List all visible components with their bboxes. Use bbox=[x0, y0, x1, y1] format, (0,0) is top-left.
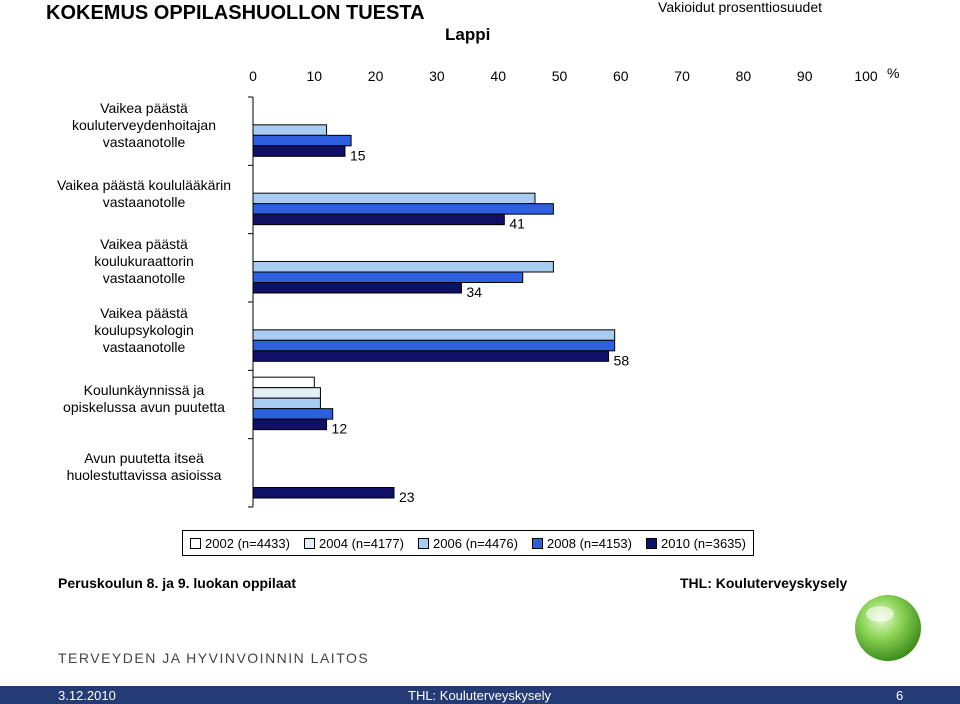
data-label: 41 bbox=[509, 216, 525, 232]
bar bbox=[252, 329, 616, 341]
bar bbox=[252, 282, 462, 294]
x-tick-label: 80 bbox=[736, 68, 752, 84]
x-tick-label: 0 bbox=[249, 68, 257, 84]
category-label: Vaikea päästä koulukuraattorin vastaanotol… bbox=[40, 236, 248, 287]
bar bbox=[252, 397, 321, 410]
bar bbox=[252, 487, 395, 499]
category-label: Vaikea päästä koululääkärin vastaanotolle bbox=[40, 177, 248, 211]
standardization-note: Vakioidut prosenttiosuudet bbox=[658, 0, 822, 15]
legend-swatch bbox=[532, 537, 544, 549]
category-label-line: opiskelussa avun puutetta bbox=[63, 398, 225, 415]
data-label: 23 bbox=[399, 489, 415, 505]
category-label-line: Vaikea päästä bbox=[100, 236, 188, 253]
bar bbox=[252, 213, 505, 226]
category-label-line: koulukuraattorin bbox=[94, 253, 194, 270]
category-label-line: kouluterveydenhoitajan bbox=[72, 116, 216, 133]
legend-label: 2006 (n=4476) bbox=[433, 535, 518, 551]
category-label-line: huolestuttavissa asioissa bbox=[66, 466, 222, 483]
region-subtitle: Lappi bbox=[445, 25, 491, 44]
slide-footer-bar: 3.12.2010 THL: Kouluterveyskysely 6 bbox=[0, 686, 960, 704]
slide-page-number: 6 bbox=[896, 688, 904, 703]
bar-chart: 0 10 20 30 40 50 60 70 80 90 100 % 15 41 34 58 12 23 bbox=[248, 65, 899, 508]
legend-swatch bbox=[418, 537, 430, 549]
category-label-line: vastaanotolle bbox=[102, 193, 186, 210]
slide-source: THL: Kouluterveyskysely bbox=[408, 688, 552, 703]
slide-date: 3.12.2010 bbox=[58, 688, 116, 703]
bar bbox=[252, 203, 554, 215]
x-tick-label: 60 bbox=[613, 68, 629, 84]
x-tick-label: 30 bbox=[429, 68, 445, 84]
legend-item: 2004 (n=4177) bbox=[304, 536, 404, 551]
data-label: 58 bbox=[614, 352, 630, 368]
legend-item: 2006 (n=4476) bbox=[418, 536, 518, 551]
bar bbox=[252, 124, 328, 136]
organization-name: TERVEYDEN JA HYVINVOINNIN LAITOS bbox=[58, 650, 370, 666]
bar bbox=[252, 408, 334, 420]
source-label: THL: Kouluterveyskysely bbox=[680, 575, 848, 591]
category-label-line: Vaikea päästä koululääkärin bbox=[56, 176, 232, 193]
category-label-line: vastaanotolle bbox=[102, 338, 186, 355]
legend-swatch bbox=[304, 537, 316, 549]
legend-label: 2008 (n=4153) bbox=[547, 535, 632, 551]
data-label: 15 bbox=[350, 147, 366, 163]
category-label: Avun puutetta itseä huolestuttavissa asio… bbox=[40, 450, 248, 484]
legend-label: 2004 (n=4177) bbox=[319, 535, 404, 551]
legend-item: 2002 (n=4433) bbox=[190, 536, 290, 551]
chart-title: KOKEMUS OPPILASHUOLLON TUESTA bbox=[46, 2, 425, 24]
bar bbox=[252, 387, 321, 399]
bar bbox=[252, 192, 536, 205]
x-tick-label: 90 bbox=[797, 68, 813, 84]
data-label: 12 bbox=[332, 421, 348, 437]
x-tick-label: 10 bbox=[307, 68, 323, 84]
legend-label: 2010 (n=3635) bbox=[661, 535, 746, 551]
bar bbox=[252, 134, 352, 147]
category-label: Koulunkäynnissä ja opiskelussa avun puute… bbox=[40, 382, 248, 416]
bar bbox=[252, 418, 328, 431]
bar bbox=[252, 350, 610, 362]
bar bbox=[252, 261, 554, 273]
x-tick-label: 50 bbox=[552, 68, 568, 84]
legend-swatch bbox=[646, 537, 658, 549]
bar bbox=[252, 145, 346, 157]
x-tick-label: 100 bbox=[854, 68, 878, 84]
legend-swatch bbox=[190, 537, 202, 549]
category-label-line: Koulunkäynnissä ja bbox=[83, 381, 205, 398]
thl-logo-icon bbox=[855, 595, 921, 661]
legend-label: 2002 (n=4433) bbox=[205, 535, 290, 551]
x-axis-unit: % bbox=[887, 65, 899, 81]
bar bbox=[252, 271, 524, 283]
bar bbox=[252, 339, 616, 352]
category-label: Vaikea päästä kouluterveydenhoitajan vasta… bbox=[40, 100, 248, 151]
category-label: Vaikea päästä koulupsykologin vastaanotoll… bbox=[40, 305, 248, 356]
legend-item: 2008 (n=4153) bbox=[532, 536, 632, 551]
category-label-line: vastaanotolle bbox=[102, 270, 186, 287]
population-label: Peruskoulun 8. ja 9. luokan oppilaat bbox=[58, 575, 297, 591]
category-label-line: Vaikea päästä bbox=[100, 304, 188, 321]
category-label-line: koulupsykologin bbox=[94, 321, 194, 338]
category-label-line: Avun puutetta itseä bbox=[84, 449, 204, 466]
bar bbox=[252, 376, 315, 389]
x-tick-label: 70 bbox=[674, 68, 690, 84]
category-label-line: Vaikea päästä bbox=[100, 99, 188, 116]
x-tick-label: 20 bbox=[368, 68, 384, 84]
x-tick-label: 40 bbox=[490, 68, 506, 84]
chart-legend: 2002 (n=4433) 2004 (n=4177) 2006 (n=4476) 2… bbox=[182, 530, 754, 556]
legend-item: 2010 (n=3635) bbox=[646, 536, 746, 551]
category-label-line: vastaanotolle bbox=[102, 133, 186, 150]
data-label: 34 bbox=[466, 284, 482, 300]
